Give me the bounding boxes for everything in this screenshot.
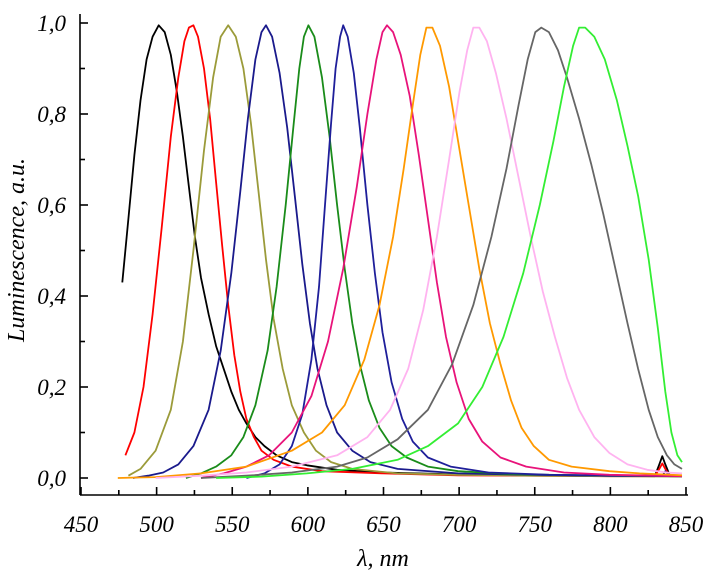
x-tick-label: 550 xyxy=(215,512,250,537)
series-layer xyxy=(117,24,683,479)
x-tick-label: 850 xyxy=(669,512,704,537)
axes xyxy=(79,14,688,496)
x-tick-label: 700 xyxy=(442,512,477,537)
y-tick-label: 0,8 xyxy=(37,102,66,127)
y-tick-label: 1,0 xyxy=(37,11,66,36)
series-line-7 xyxy=(200,24,683,479)
x-tick-label: 600 xyxy=(291,512,326,537)
y-tick-label: 0,2 xyxy=(37,375,66,400)
y-tick-label: 0,6 xyxy=(37,193,66,218)
y-tick-label: 0,4 xyxy=(37,284,66,309)
series-line-3 xyxy=(127,24,683,478)
series-line-4 xyxy=(132,24,683,479)
y-tick-label: 0,0 xyxy=(37,466,66,491)
series-line-10 xyxy=(200,26,683,479)
x-axis-title: λ, nm xyxy=(356,546,409,572)
x-tick-label: 500 xyxy=(139,512,174,537)
series-line-6 xyxy=(246,24,683,479)
series-line-9 xyxy=(155,26,683,479)
x-tick-label: 800 xyxy=(593,512,628,537)
x-tick-label: 750 xyxy=(518,512,553,537)
x-tick-label: 650 xyxy=(366,512,401,537)
series-line-5 xyxy=(185,24,683,479)
y-axis-title: Luminescence, a.u. xyxy=(4,158,30,343)
x-tick-label: 450 xyxy=(64,512,99,537)
ticks: 0,0 0,2 0,4 0,6 0,8 1,0 450 500 550 600 650 700 750 8… xyxy=(37,11,704,537)
series-line-8 xyxy=(117,26,683,479)
series-line-11 xyxy=(216,26,683,479)
